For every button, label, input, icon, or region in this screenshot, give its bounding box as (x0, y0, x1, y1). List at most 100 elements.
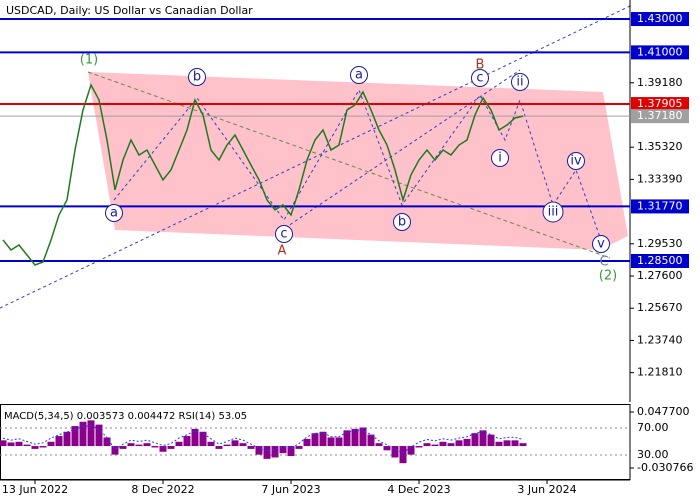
wave-label: A (278, 244, 287, 259)
wave-marker (471, 69, 489, 87)
macd-bar (47, 441, 55, 447)
y-tick-label: 1.23740 (637, 333, 683, 346)
macd-bar (0, 440, 7, 447)
wave-marker (105, 204, 123, 222)
macd-bar (303, 438, 311, 447)
macd-bar (463, 438, 471, 447)
wave-label: i (498, 151, 502, 166)
macd-bar (271, 446, 279, 458)
wave-path (113, 88, 602, 241)
macd-bar (255, 446, 263, 455)
macd-bar (383, 446, 391, 451)
macd-bar (511, 440, 519, 447)
wave-label: (1) (80, 53, 98, 68)
wave-marker (567, 152, 585, 170)
level-label-box (631, 45, 689, 60)
trend-line (87, 71, 611, 259)
macd-bar (471, 433, 479, 447)
macd-bar (391, 446, 399, 458)
y2-tick-label: 30.00 (637, 448, 669, 461)
macd-bar (175, 441, 183, 447)
macd-bar (215, 446, 223, 449)
macd-bar (503, 440, 511, 447)
price-line (2, 83, 524, 266)
macd-bar (399, 446, 407, 464)
macd-bar (39, 446, 47, 448)
y-tick-label: 1.29530 (637, 237, 683, 250)
macd-bar (31, 446, 39, 449)
macd-bar (191, 428, 199, 447)
macd-bar (311, 433, 319, 447)
macd-bar (63, 431, 71, 447)
macd-bar (447, 443, 455, 447)
level-label: 1.37905 (637, 97, 683, 110)
macd-bar (279, 446, 287, 454)
trend-line (0, 5, 631, 309)
wave-label: b (398, 215, 406, 230)
macd-bar (455, 440, 463, 447)
macd-bar (343, 430, 351, 447)
macd-bar (79, 421, 87, 447)
rsi-line (2, 424, 524, 454)
macd-bar (287, 446, 295, 457)
wave-label: C (599, 255, 608, 270)
macd-bar (159, 446, 167, 452)
y-tick-label: -0.030766 (637, 461, 693, 474)
macd-bar (431, 444, 439, 447)
wave-label: v (597, 237, 605, 252)
wave-label: B (476, 58, 485, 73)
wave-label: b (193, 70, 201, 85)
wave-label: a (110, 206, 118, 221)
macd-bar (111, 446, 119, 455)
macd-bar (263, 446, 271, 459)
wave-marker (491, 149, 509, 167)
macd-bar (359, 427, 367, 447)
macd-bar (127, 443, 135, 447)
macd-bar (319, 431, 327, 447)
macd-bar (167, 446, 175, 449)
x-tick-label: 3 Jun 2024 (517, 483, 576, 496)
macd-bar (199, 431, 207, 447)
y2-tick-label: 70.00 (637, 421, 669, 434)
wave-marker (350, 66, 368, 84)
y-tick-label: 1.35320 (637, 140, 683, 153)
wave-label: c (280, 227, 287, 242)
wave-marker (511, 73, 529, 91)
macd-bar (495, 441, 503, 447)
macd-bar (415, 446, 423, 448)
wave-label: ii (516, 75, 523, 90)
level-label-box (631, 109, 689, 124)
wave-label: (2) (599, 269, 617, 284)
macd-bar (231, 440, 239, 447)
macd-bar (143, 443, 151, 447)
macd-bar (183, 436, 191, 447)
macd-bar (351, 428, 359, 447)
wave-marker (592, 235, 610, 253)
macd-bar (71, 426, 79, 447)
macd-bar (103, 437, 111, 447)
wave-label: c (476, 71, 483, 86)
macd-bar (487, 434, 495, 447)
wave-label: iv (570, 154, 582, 169)
macd-bar (479, 430, 487, 447)
wave-label: a (355, 68, 363, 83)
level-label: 1.43000 (637, 12, 683, 25)
macd-bar (407, 446, 415, 455)
x-tick-label: 8 Dec 2022 (131, 483, 194, 496)
wave-marker (275, 225, 293, 243)
y-tick-label: 1.27600 (637, 269, 683, 282)
macd-bar (423, 443, 431, 447)
wave-marker (542, 201, 564, 223)
wave-marker (188, 68, 206, 86)
x-tick-label: 7 Jun 2023 (261, 483, 320, 496)
y-tick-label: 1.39180 (637, 76, 683, 89)
level-label-box (631, 97, 689, 112)
macd-bar (519, 443, 527, 447)
level-label: 1.31770 (637, 199, 683, 212)
macd-bar (375, 443, 383, 447)
macd-bar (295, 446, 303, 449)
macd-bar (207, 441, 215, 447)
macd-bar (23, 444, 31, 447)
macd-bar (239, 443, 247, 447)
